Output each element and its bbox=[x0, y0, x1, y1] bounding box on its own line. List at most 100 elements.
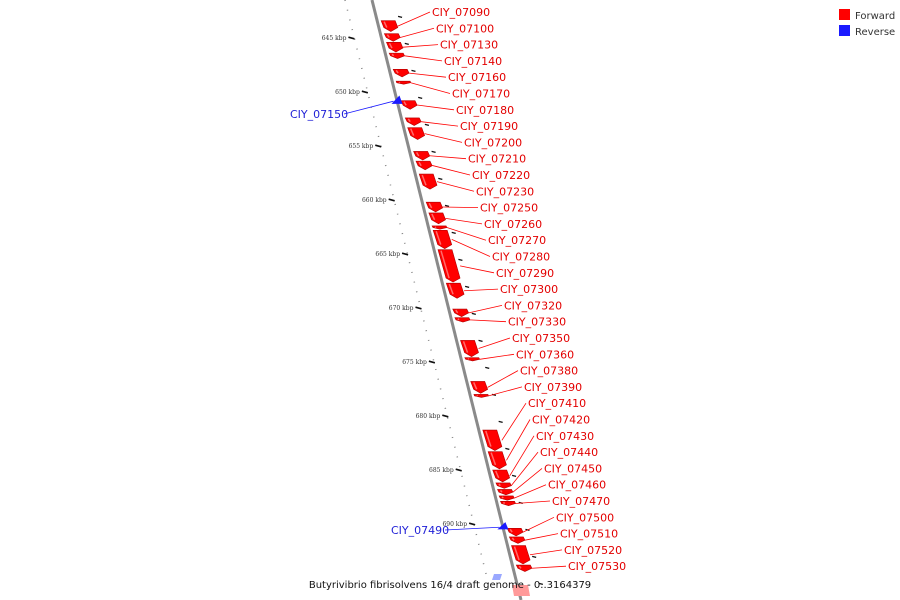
forward-gene-label[interactable]: CIY_07390 bbox=[524, 381, 582, 394]
forward-gene-label[interactable]: CIY_07210 bbox=[468, 153, 526, 166]
map-footer-label: Butyrivibrio fibrisolvens 16/4 draft gen… bbox=[309, 580, 591, 591]
reverse-gene-label[interactable]: CIY_07150 bbox=[290, 108, 348, 121]
forward-gene-label[interactable]: CIY_07220 bbox=[472, 169, 530, 182]
forward-gene-label[interactable]: CIY_07360 bbox=[516, 348, 574, 361]
forward-label-leader bbox=[410, 82, 451, 94]
forward-gene-label[interactable]: CIY_07500 bbox=[556, 511, 614, 524]
forward-label-leader bbox=[429, 155, 467, 160]
forward-gene-highlight bbox=[418, 161, 422, 167]
forward-gene-highlight bbox=[499, 489, 503, 493]
minor-tick bbox=[511, 474, 517, 478]
forward-gene-label[interactable]: CIY_07170 bbox=[452, 88, 510, 101]
forward-gene-label[interactable]: CIY_07290 bbox=[496, 267, 554, 280]
forward-gene-label[interactable]: CIY_07510 bbox=[560, 528, 618, 541]
forward-gene-arrow bbox=[404, 117, 422, 126]
forward-gene-label[interactable]: CIY_07420 bbox=[532, 414, 590, 427]
forward-gene-highlight bbox=[431, 213, 436, 221]
forward-gene-label[interactable]: CIY_07180 bbox=[456, 104, 514, 117]
forward-label-leader bbox=[531, 565, 567, 569]
forward-gene-label[interactable]: CIY_07450 bbox=[544, 462, 602, 475]
forward-gene-label[interactable]: CIY_07520 bbox=[564, 544, 622, 557]
forward-gene-highlight bbox=[448, 283, 454, 295]
scale-tick bbox=[348, 36, 355, 40]
forward-gene-label[interactable]: CIY_07190 bbox=[460, 120, 518, 133]
forward-gene-label[interactable]: CIY_07130 bbox=[440, 39, 498, 52]
forward-gene-label[interactable]: CIY_07090 bbox=[432, 6, 490, 19]
forward-gene-label[interactable]: CIY_07380 bbox=[520, 365, 578, 378]
minor-tick bbox=[444, 204, 450, 208]
reverse-gene-label[interactable]: CIY_07490 bbox=[391, 524, 449, 537]
forward-label-leader bbox=[514, 484, 547, 499]
forward-gene-arrow bbox=[506, 528, 524, 537]
forward-gene-arrow bbox=[383, 33, 401, 42]
forward-gene-label[interactable]: CIY_07440 bbox=[540, 446, 598, 459]
reverse-gene-arrow bbox=[391, 95, 403, 104]
forward-label-leader bbox=[400, 27, 435, 38]
minor-tick bbox=[505, 447, 510, 451]
forward-gene-highlight bbox=[513, 546, 520, 561]
forward-gene-label[interactable]: CIY_07460 bbox=[548, 479, 606, 492]
forward-gene-highlight bbox=[467, 358, 470, 360]
forward-gene-arrow bbox=[482, 429, 503, 451]
forward-label-leader bbox=[468, 305, 503, 314]
forward-gene-label[interactable]: CIY_07200 bbox=[464, 136, 522, 149]
forward-gene-label[interactable]: CIY_07140 bbox=[444, 55, 502, 68]
forward-gene-highlight bbox=[386, 34, 390, 38]
forward-label-leader bbox=[512, 468, 543, 493]
forward-gene-arrow bbox=[464, 357, 481, 362]
minor-tick bbox=[438, 177, 443, 181]
forward-label-leader bbox=[478, 337, 511, 349]
forward-gene-arrow bbox=[487, 451, 507, 470]
minor-tick bbox=[478, 339, 483, 343]
forward-label-leader bbox=[404, 55, 443, 62]
forward-gene-highlight bbox=[395, 69, 399, 74]
forward-gene-label[interactable]: CIY_07250 bbox=[480, 202, 538, 215]
forward-gene-arrow bbox=[497, 489, 514, 496]
forward-gene-label[interactable]: CIY_07280 bbox=[492, 251, 550, 264]
scale-ticks: 645 kbp 650 kbp 655 kbp 660 kbp 665 kbp 670 k… bbox=[322, 0, 544, 591]
forward-gene-label[interactable]: CIY_07270 bbox=[488, 234, 546, 247]
minor-tick bbox=[458, 258, 463, 262]
forward-label-leader bbox=[469, 319, 507, 323]
minor-tick bbox=[451, 231, 456, 235]
forward-gene-label[interactable]: CIY_07410 bbox=[528, 397, 586, 410]
forward-label-leader bbox=[487, 370, 519, 388]
forward-gene-arrow bbox=[500, 501, 516, 506]
forward-gene-label[interactable]: CIY_07350 bbox=[512, 332, 570, 345]
forward-label-leader bbox=[522, 516, 555, 533]
forward-gene-label[interactable]: CIY_07230 bbox=[476, 185, 534, 198]
forward-label-leader bbox=[409, 72, 447, 78]
feature-glyphs bbox=[380, 20, 533, 596]
forward-gene-arrow bbox=[445, 282, 465, 299]
scale-tick-label: 645 kbp bbox=[322, 35, 347, 42]
forward-label-leader bbox=[424, 133, 463, 143]
minor-tick bbox=[404, 42, 409, 46]
forward-gene-label[interactable]: CIY_07160 bbox=[448, 71, 506, 84]
forward-gene-label[interactable]: CIY_07470 bbox=[552, 495, 610, 508]
forward-gene-label[interactable]: CIY_07300 bbox=[500, 283, 558, 296]
minor-tick bbox=[538, 582, 544, 586]
feature-labels: CIY_07090 CIY_07100 CIY_07130 CIY_07140 CIY_… bbox=[290, 6, 626, 573]
forward-gene-highlight bbox=[473, 382, 478, 390]
forward-label-leader bbox=[488, 386, 523, 397]
minor-tick bbox=[397, 15, 403, 19]
forward-label-leader bbox=[509, 435, 535, 477]
forward-gene-highlight bbox=[403, 101, 407, 106]
scale-tick bbox=[401, 252, 409, 256]
reverse-gene-arrow bbox=[497, 522, 509, 530]
forward-gene-label[interactable]: CIY_07530 bbox=[568, 560, 626, 573]
scale-tick bbox=[455, 468, 462, 472]
forward-gene-arrow bbox=[395, 80, 412, 85]
forward-label-leader bbox=[445, 217, 483, 225]
forward-gene-label[interactable]: CIY_07330 bbox=[508, 316, 566, 329]
forward-gene-arrow bbox=[415, 160, 433, 171]
forward-gene-highlight bbox=[440, 250, 450, 279]
forward-gene-highlight bbox=[428, 202, 433, 209]
forward-gene-arrow bbox=[460, 340, 479, 357]
forward-gene-label[interactable]: CIY_07260 bbox=[484, 218, 542, 231]
forward-gene-highlight bbox=[476, 394, 478, 397]
forward-gene-label[interactable]: CIY_07430 bbox=[536, 430, 594, 443]
forward-label-leader bbox=[501, 402, 527, 441]
forward-gene-label[interactable]: CIY_07320 bbox=[504, 299, 562, 312]
forward-gene-label[interactable]: CIY_07100 bbox=[436, 22, 494, 35]
